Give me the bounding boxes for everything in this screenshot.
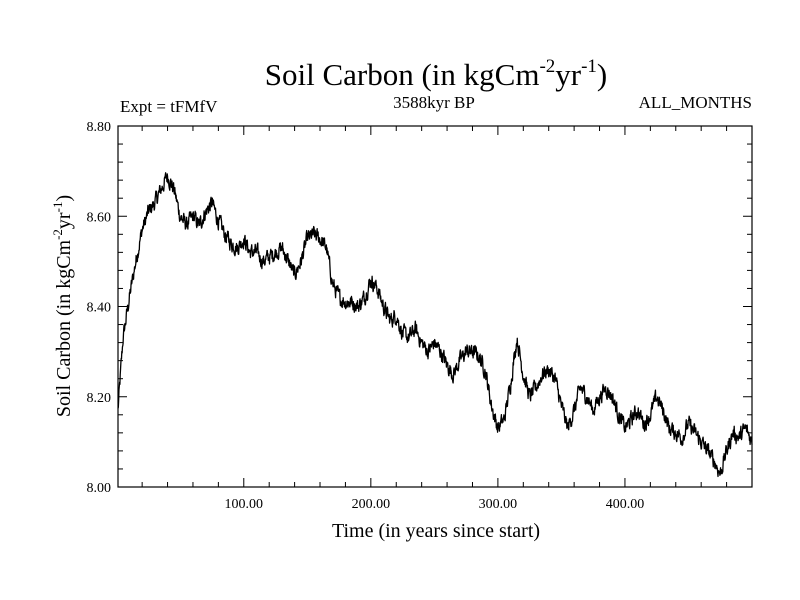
subtitle-experiment: Expt = tFMfV [120,97,218,116]
x-tick-label: 400.00 [606,497,645,512]
x-tick-label: 200.00 [352,497,391,512]
y-tick-label: 8.80 [87,120,112,135]
series-line-soil-carbon [117,172,753,478]
plot-frame [117,125,753,488]
x-axis-label: Time (in years since start) [332,520,540,542]
subtitle-months: ALL_MONTHS [639,93,752,112]
subtitle-period: 3588kyr BP [393,93,475,112]
series-group [117,172,753,478]
x-tick-label: 300.00 [479,497,518,512]
y-tick-label: 8.60 [87,210,112,225]
y-tick-label: 8.20 [87,391,112,406]
x-tick-label: 100.00 [225,497,264,512]
y-axis-label: Soil Carbon (in kgCm-2yr-1) [50,195,75,417]
chart-title: Soil Carbon (in kgCm-2yr-1) [265,56,608,92]
y-tick-label: 8.00 [87,481,112,496]
y-tick-label: 8.40 [87,301,112,316]
axis-ticks: 100.00 200.00 300.00 400.00 8.00 8.20 8.40 8.60… [87,120,752,512]
